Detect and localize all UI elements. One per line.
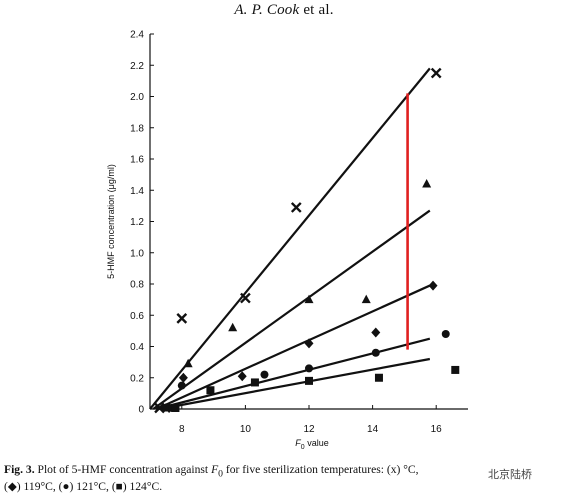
x-tick-label: 14	[367, 424, 379, 435]
caption-f: F	[211, 463, 219, 476]
y-tick-label: 0.2	[130, 373, 144, 384]
y-tick-label: 0	[138, 405, 144, 416]
data-point-diamond	[178, 372, 188, 383]
data-point-cross	[430, 67, 442, 79]
figure-caption: Fig. 3. Plot of 5-HMF concentration agai…	[4, 463, 564, 493]
data-point-triangle	[228, 322, 238, 332]
data-point-square	[451, 365, 460, 374]
y-tick-label: 2.4	[130, 30, 144, 41]
data-point-cross	[290, 202, 302, 213]
x-axis-label: F0 value	[295, 438, 328, 451]
data-point-diamond	[371, 327, 381, 338]
fit-line-cross	[149, 67, 431, 410]
y-tick-label: 0.4	[130, 342, 144, 353]
fit-line-circle	[156, 337, 431, 411]
y-tick-label: 0.8	[130, 280, 144, 291]
x-tick-label: 10	[240, 424, 252, 435]
y-tick-label: 0.6	[130, 311, 144, 322]
author-name: A. P. Cook	[234, 2, 300, 18]
y-tick-label: 2.0	[130, 92, 144, 103]
caption-label: Fig. 3.	[4, 463, 35, 476]
caption-text-2: for five sterilization temperatures: (x)	[222, 463, 404, 476]
y-tick-label: 1.2	[130, 217, 144, 228]
data-point-circle	[441, 330, 450, 338]
data-point-diamond	[237, 371, 247, 382]
page-header: A. P. Cook et al.	[0, 2, 568, 19]
data-point-square	[305, 376, 313, 385]
caption-text: Plot of 5-HMF concentration against	[34, 463, 212, 476]
data-point-diamond	[428, 280, 438, 291]
x-tick-label: 12	[303, 424, 315, 435]
caption-f-sub: 0	[218, 468, 223, 480]
fit-line-triangle	[152, 209, 431, 410]
fit-line-diamond	[155, 284, 431, 411]
caption-line-2: (◆) 119°C, (●) 121°C, (■) 124°C.	[4, 480, 163, 494]
fit-line-square	[159, 357, 431, 411]
data-point-triangle	[422, 179, 432, 188]
x-tick-label: 8	[179, 424, 185, 435]
y-tick-label: 2.2	[130, 61, 144, 72]
data-point-square	[250, 378, 259, 387]
scatter-chart: 0 0.2 0.4 0.6 0.8 1.0 1.2 1.4 1.6 1.8 2.0 2.2 2.4 8 10…	[106, 30, 468, 451]
data-point-triangle	[304, 294, 314, 304]
y-tick-label: 1.4	[130, 186, 144, 197]
data-point-circle	[177, 381, 186, 390]
caption-text-3: °C,	[403, 463, 419, 476]
data-point-square	[374, 373, 383, 382]
data-point-triangle	[183, 358, 193, 368]
data-point-circle	[371, 348, 380, 357]
data-point-cross	[240, 292, 251, 304]
x-tick-label: 16	[431, 424, 443, 435]
y-tick-label: 1.0	[130, 248, 144, 259]
y-tick-label: 1.8	[130, 123, 144, 134]
data-point-circle	[260, 370, 269, 379]
author-etal: et al.	[299, 2, 334, 18]
data-point-square	[206, 386, 215, 395]
data-point-circle	[305, 364, 313, 373]
y-tick-label: 1.6	[130, 155, 144, 166]
data-point-cross	[176, 313, 188, 324]
y-axis-label: 5-HMF concentration (μg/ml)	[106, 164, 116, 279]
data-point-square	[171, 404, 180, 412]
data-point-triangle	[361, 294, 371, 304]
watermark: 北京陆桥	[486, 466, 534, 482]
data-point-diamond	[304, 338, 314, 349]
